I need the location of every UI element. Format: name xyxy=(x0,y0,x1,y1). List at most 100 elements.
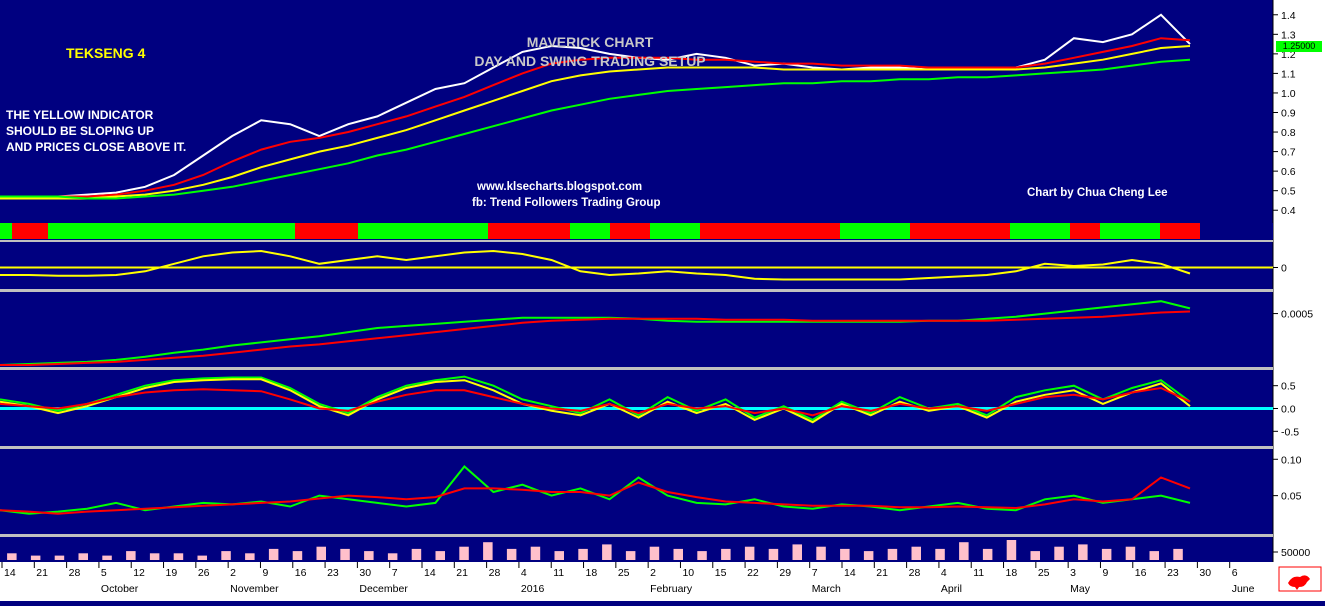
y-tick-label: 1.1 xyxy=(1281,68,1296,80)
volume-bar xyxy=(126,551,136,560)
signal-segment-14 xyxy=(840,223,880,239)
x-date-label: 7 xyxy=(392,567,398,579)
blog-url: www.klsecharts.blogspot.com xyxy=(477,181,643,193)
volume-bar xyxy=(1173,548,1183,560)
signal-bar xyxy=(0,223,1273,239)
panel-separator-4 xyxy=(0,534,1273,537)
volume-bar xyxy=(387,553,398,560)
x-axis: 14 21 28 5 12 19 26 2 9 16 23 30 7 14 21 28 4 11 18 25 2 10 15… xyxy=(1,562,1255,595)
volume-bar xyxy=(911,546,921,560)
volume-bar xyxy=(792,544,802,560)
y-tick-label: 1.4 xyxy=(1281,10,1296,22)
volume-bar xyxy=(221,551,231,560)
signal-segment-15 xyxy=(880,223,910,239)
x-date-label: 22 xyxy=(747,567,759,579)
signal-segment-4 xyxy=(295,223,305,239)
y-tick-label: 0.0 xyxy=(1281,404,1296,416)
x-date-label: 21 xyxy=(456,567,468,579)
signal-segment-7 xyxy=(488,223,498,239)
oscillator-panel xyxy=(0,249,1273,281)
x-date-label: 19 xyxy=(166,567,178,579)
y-tick-label: 0.5 xyxy=(1281,186,1296,198)
volume-bar xyxy=(1006,540,1017,560)
x-date-label: 15 xyxy=(715,567,727,579)
x-date-label: 25 xyxy=(1038,567,1050,579)
volume-bar xyxy=(840,548,850,560)
y-tick-label: 0.4 xyxy=(1281,205,1296,217)
volume-bar xyxy=(1149,551,1159,560)
signal-segment-19 xyxy=(1070,223,1100,239)
volume-bar xyxy=(459,546,469,560)
volume-bar xyxy=(340,548,350,560)
x-date-label: 14 xyxy=(424,567,436,579)
volume-bar xyxy=(625,551,636,560)
volume-bar xyxy=(578,548,588,560)
x-date-label: 29 xyxy=(779,567,791,579)
volume-bar xyxy=(483,542,493,560)
volume-bar xyxy=(1101,548,1112,560)
volume-bar xyxy=(530,546,541,560)
signal-segment-10 xyxy=(610,223,650,239)
y-tick-label: 0.05 xyxy=(1281,491,1302,503)
volume-bar xyxy=(78,553,88,560)
x-month-label: February xyxy=(650,583,693,595)
y-axis-ticks: 1.41.31.21.11.00.90.80.70.60.50.400.0005… xyxy=(1273,10,1313,559)
x-date-label: 2 xyxy=(230,567,236,579)
bottom-axis-background xyxy=(0,562,1325,601)
momentum-panel xyxy=(0,300,1191,366)
volume-bar xyxy=(602,544,612,560)
volume-bar xyxy=(721,548,731,560)
note-line-2: SHOULD BE SLOPING UP xyxy=(6,124,155,138)
chart-credit: Chart by Chua Cheng Lee xyxy=(1027,187,1168,199)
y-tick-label: 0.0005 xyxy=(1281,309,1313,321)
x-date-label: 9 xyxy=(262,567,268,579)
volume-bar xyxy=(173,553,184,560)
volume-bar xyxy=(887,548,898,560)
y-tick-label: -0.5 xyxy=(1281,426,1299,438)
x-month-label: December xyxy=(359,583,408,595)
x-date-label: 26 xyxy=(198,567,210,579)
volume-bar xyxy=(1125,546,1136,560)
signal-segment-6 xyxy=(358,223,488,239)
note-line-3: AND PRICES CLOSE ABOVE IT. xyxy=(6,140,187,154)
volume-bar xyxy=(1078,544,1088,560)
x-date-label: 11 xyxy=(973,567,984,579)
x-month-label: 2016 xyxy=(521,583,545,595)
volume-bar xyxy=(863,551,874,560)
x-date-label: 28 xyxy=(69,567,81,579)
x-date-label: 28 xyxy=(489,567,501,579)
volume-bar xyxy=(673,548,683,560)
bull-logo-icon xyxy=(1278,566,1322,592)
x-month-label: March xyxy=(812,583,841,595)
y-tick-label: 50000 xyxy=(1281,547,1310,559)
volume-bar xyxy=(54,555,65,560)
x-date-label: 16 xyxy=(295,567,307,579)
volume-bar xyxy=(506,548,517,560)
x-date-label: 4 xyxy=(941,567,947,579)
volume-bar xyxy=(7,553,17,560)
x-month-label: October xyxy=(101,583,139,595)
signal-segment-17 xyxy=(950,223,1010,239)
x-date-label: 2 xyxy=(650,567,656,579)
x-date-label: 6 xyxy=(1232,567,1238,579)
y-tick-label: 0.6 xyxy=(1281,166,1296,178)
stochastic-series-0 xyxy=(0,375,1191,422)
signal-segment-12 xyxy=(700,223,780,239)
momentum-series-1 xyxy=(0,310,1191,366)
x-date-label: 9 xyxy=(1102,567,1108,579)
x-date-label: 16 xyxy=(1135,567,1147,579)
volume-bar xyxy=(649,546,660,560)
facebook-group: fb: Trend Followers Trading Group xyxy=(472,197,661,209)
volume-bar xyxy=(697,551,707,560)
x-date-label: 30 xyxy=(359,567,371,579)
x-date-label: 14 xyxy=(4,567,16,579)
volume-bar xyxy=(435,551,445,560)
x-date-label: 30 xyxy=(1199,567,1211,579)
signal-segment-18 xyxy=(1010,223,1070,239)
signal-segment-2 xyxy=(48,223,75,239)
panel-separator-1 xyxy=(0,289,1273,292)
y-tick-label: 1.0 xyxy=(1281,88,1296,100)
volume-bar xyxy=(268,548,279,560)
signal-end xyxy=(1200,223,1273,239)
x-date-label: 12 xyxy=(133,567,145,579)
